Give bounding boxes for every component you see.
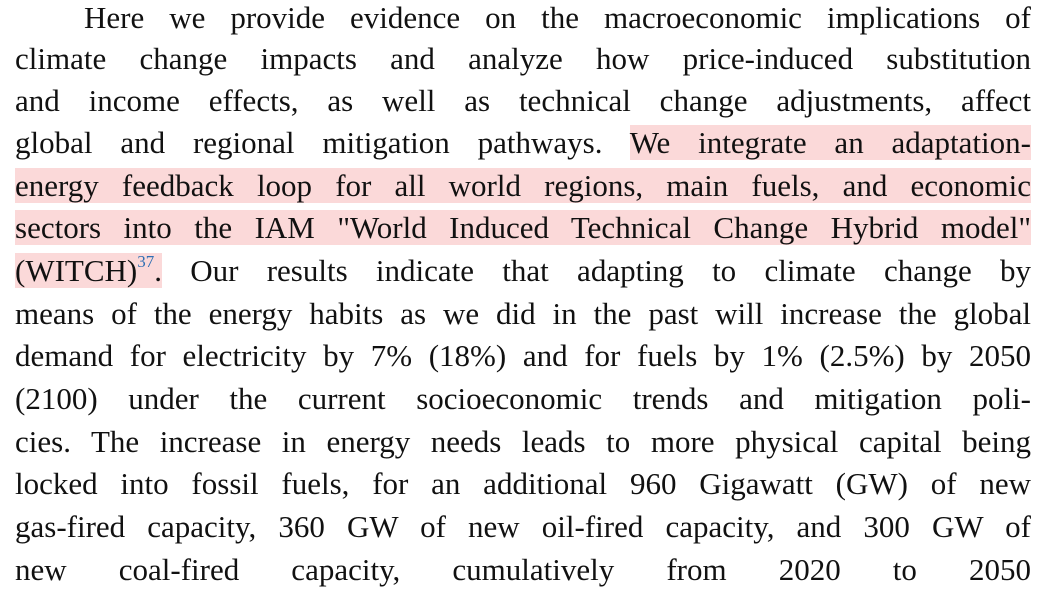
highlighted-text[interactable]: We integrate an adaptation-: [629, 125, 1031, 160]
line-text: and income effects, as well as technical…: [15, 83, 1031, 118]
line-text: climate change impacts and analyze how p…: [15, 41, 1031, 76]
line-text: (2100) under the current socioeconomic t…: [15, 381, 1031, 416]
paragraph-line-4: global and regional mitigation pathways.…: [15, 121, 1031, 164]
line-text: demand for electricity by 7% (18%) and f…: [15, 338, 1031, 373]
line-text: global and regional mitigation pathways.: [15, 125, 630, 160]
paragraph-line-3: and income effects, as well as technical…: [15, 79, 1031, 122]
line-text: Here we provide evidence on the macroeco…: [84, 0, 1031, 35]
line-text: new coal-fired capacity, cumulatively fr…: [15, 552, 1031, 587]
line-text: Our results indicate that adapting to cl…: [161, 253, 1031, 288]
paragraph-line-12: locked into fossil fuels, for an additio…: [15, 462, 1031, 505]
paragraph-line-2: climate change impacts and analyze how p…: [15, 37, 1031, 80]
highlighted-text[interactable]: energy feedback loop for all world regio…: [15, 168, 1031, 203]
paragraph-line-5: energy feedback loop for all world regio…: [15, 164, 1031, 207]
article-body: Here we provide evidence on the macroeco…: [15, 0, 1031, 609]
line-text: gas-fired capacity, 360 GW of new oil-fi…: [15, 509, 1031, 544]
highlighted-text[interactable]: sectors into the IAM "World Induced Tech…: [15, 210, 1031, 245]
highlighted-text-part: (WITCH): [15, 253, 138, 288]
paragraph-line-11: cies. The increase in energy needs leads…: [15, 420, 1031, 463]
citation-link[interactable]: 37: [137, 252, 155, 271]
paragraph-line-9: demand for electricity by 7% (18%) and f…: [15, 334, 1031, 377]
paragraph-line-6: sectors into the IAM "World Induced Tech…: [15, 206, 1031, 249]
paragraph-line-14: new coal-fired capacity, cumulatively fr…: [15, 548, 1031, 591]
highlighted-text-end: .: [154, 253, 162, 288]
paragraph-line-1: Here we provide evidence on the macroeco…: [84, 0, 1031, 39]
highlighted-text[interactable]: (WITCH)37.: [15, 253, 162, 288]
paragraph-line-10: (2100) under the current socioeconomic t…: [15, 377, 1031, 420]
paragraph-line-13: gas-fired capacity, 360 GW of new oil-fi…: [15, 505, 1031, 548]
line-text: locked into fossil fuels, for an additio…: [15, 466, 1031, 501]
paragraph-line-8: means of the energy habits as we did in …: [15, 292, 1031, 335]
line-text: means of the energy habits as we did in …: [15, 296, 1031, 331]
line-text: cies. The increase in energy needs leads…: [15, 424, 1031, 459]
paragraph-line-7: (WITCH)37. Our results indicate that ada…: [15, 249, 1031, 292]
